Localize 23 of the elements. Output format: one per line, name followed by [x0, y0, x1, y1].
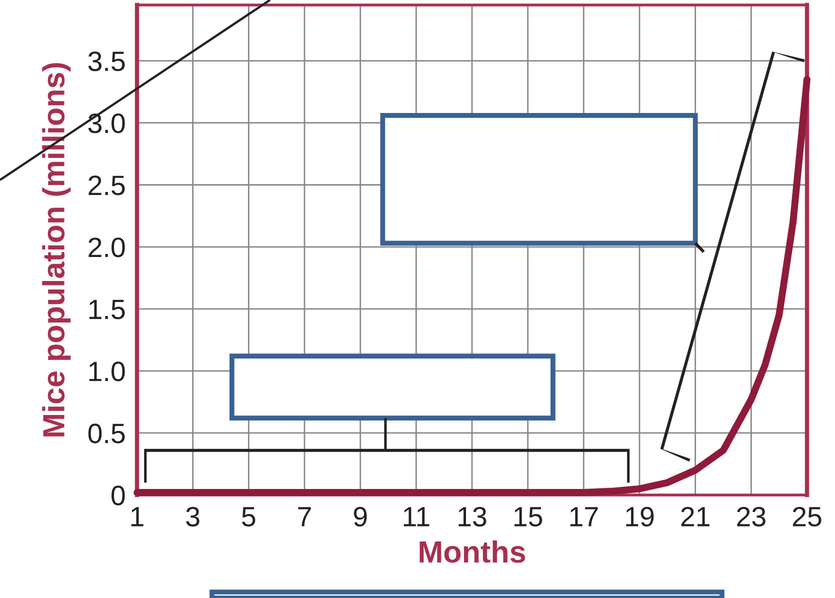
x-tick-label: 15	[514, 507, 542, 527]
x-tick-label: 7	[298, 507, 311, 526]
x-axis-title: Months	[420, 540, 526, 563]
x-tick-label: 9	[354, 506, 367, 527]
y-tick-label: 0.5	[88, 424, 125, 444]
y-tick-label: 0	[112, 486, 125, 506]
y-tick-label: 1.0	[89, 362, 125, 382]
y-tick-label: 3.0	[88, 114, 125, 134]
x-tick-label: 23	[737, 506, 766, 527]
x-tick-label: 25	[792, 506, 822, 527]
y-tick-label: 3.5	[88, 51, 125, 72]
x-tick-label: 1	[131, 507, 144, 526]
x-tick-label: 5	[242, 507, 256, 527]
y-tick-label: 2.5	[88, 176, 125, 196]
x-tick-label: 21	[681, 506, 710, 526]
x-tick-label: 17	[570, 507, 598, 526]
y-tick-label: 1.5	[89, 300, 125, 320]
x-tick-label: 19	[626, 506, 654, 527]
x-tick-label: 13	[458, 506, 486, 527]
y-axis-title: Mice population (millions)	[42, 63, 71, 436]
y-tick-label: 2.0	[88, 238, 125, 258]
x-tick-label: 3	[186, 506, 200, 527]
x-tick-label: 11	[404, 507, 430, 526]
